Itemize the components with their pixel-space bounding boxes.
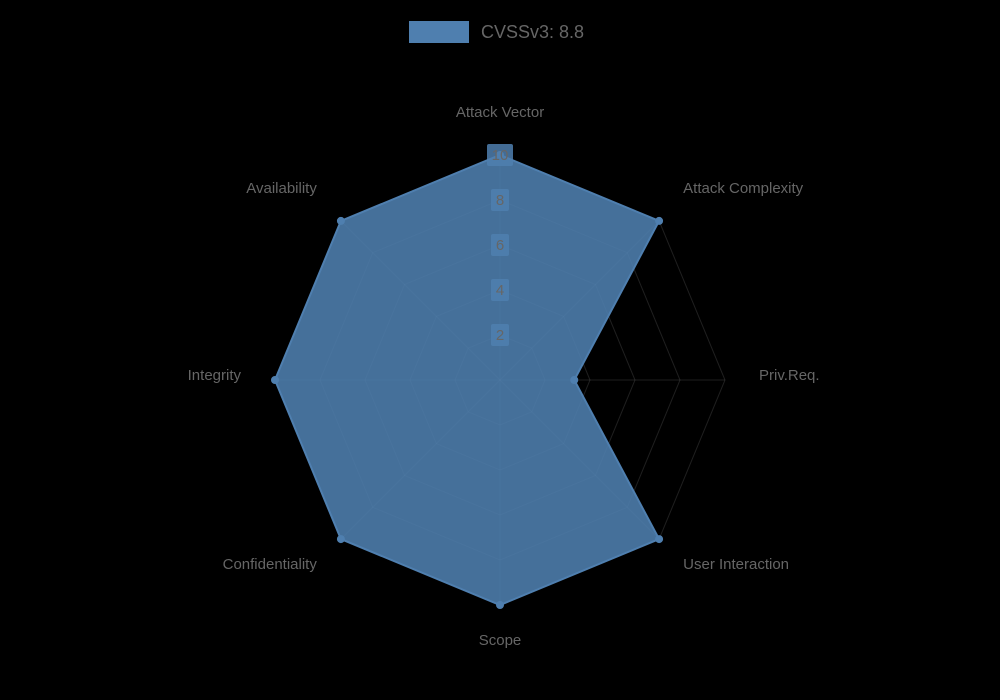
data-point <box>337 536 344 543</box>
axis-label: Attack Complexity <box>683 180 804 197</box>
data-point <box>571 377 578 384</box>
axis-label: Confidentiality <box>223 556 318 573</box>
data-point <box>337 217 344 224</box>
axis-label: Availability <box>246 180 317 197</box>
axis-label: Attack Vector <box>456 104 544 121</box>
tick-label: 10 <box>492 147 509 164</box>
data-point <box>656 217 663 224</box>
data-point <box>656 536 663 543</box>
axis-label: Scope <box>479 632 522 649</box>
axis-label: Priv.Req. <box>759 367 820 384</box>
data-point <box>272 377 279 384</box>
axis-label: Integrity <box>188 367 242 384</box>
legend: CVSSv3: 8.8 <box>409 21 584 43</box>
tick-label: 2 <box>496 327 504 344</box>
legend-swatch <box>409 21 469 43</box>
radar-svg: 2 4 6 8 10 Attack Vector Attack Complexity Priv… <box>0 0 1000 700</box>
tick-label: 6 <box>496 237 504 254</box>
tick-label: 4 <box>496 282 504 299</box>
data-point <box>497 602 504 609</box>
tick-label: 8 <box>496 192 504 209</box>
radar-chart: 2 4 6 8 10 Attack Vector Attack Complexity Priv… <box>0 0 1000 700</box>
axis-label: User Interaction <box>683 556 789 573</box>
legend-label: CVSSv3: 8.8 <box>481 22 584 42</box>
